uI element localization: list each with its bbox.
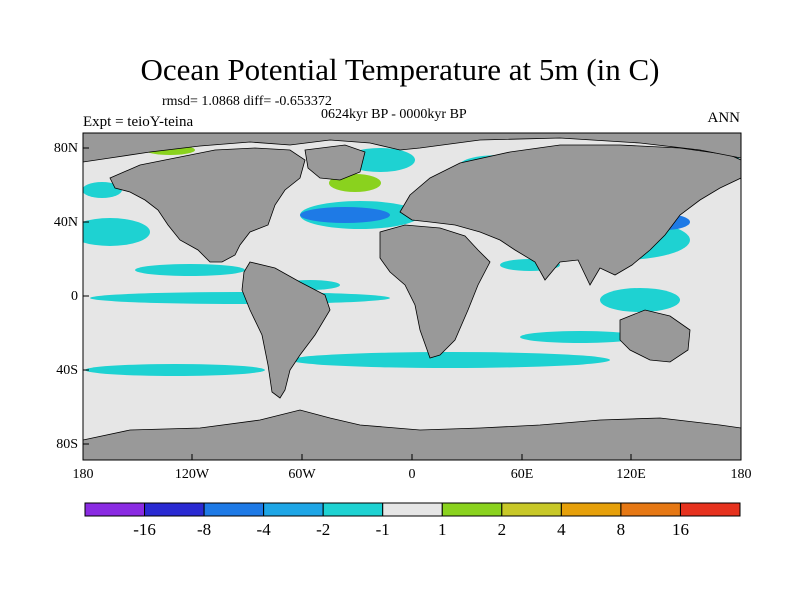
greenland (304, 144, 366, 181)
continents (83, 133, 741, 460)
map-title: Ocean Potential Temperature at 5m (in C) (140, 52, 660, 87)
colorbar (84, 502, 741, 517)
lon-tick-label: 120W (174, 467, 210, 482)
lat-tick-label: 40N (53, 215, 78, 230)
colorbar-label: 16 (671, 520, 689, 539)
colorbar-swatch (263, 502, 324, 517)
season-label: ANN (707, 110, 741, 126)
colorbar-label: -8 (196, 520, 212, 539)
australia (619, 309, 691, 363)
colorbar-swatch (441, 502, 503, 517)
lon-tick-label: 60W (288, 467, 316, 482)
colorbar-label: 4 (557, 520, 566, 539)
colorbar-label: -4 (256, 520, 271, 539)
colorbar-swatch (620, 502, 681, 517)
colorbar-label: 8 (616, 520, 626, 539)
south-america (241, 261, 331, 399)
eurasia (399, 144, 741, 286)
colorbar-label: -1 (375, 520, 390, 539)
time-period: 0624kyr BP - 0000kyr BP (321, 107, 467, 122)
antarctica (83, 409, 741, 460)
colorbar-label: 2 (497, 520, 507, 539)
colorbar-label: 1 (438, 520, 447, 539)
arctic-canopy (83, 133, 741, 163)
lat-tick-label: 0 (71, 289, 78, 304)
colorbar-swatch (203, 502, 265, 517)
lat-tick-label: 80N (53, 141, 78, 156)
colorbar-swatch (679, 502, 741, 517)
colorbar-label: -16 (133, 520, 156, 539)
colorbar-swatch (84, 502, 146, 517)
africa (379, 224, 491, 359)
colorbar-swatch (322, 502, 384, 517)
north-america (109, 147, 306, 263)
lon-tick-label: 180 (730, 467, 752, 482)
experiment-label: Expt = teioY-teina (83, 114, 194, 130)
lon-tick-label: 0 (408, 467, 416, 482)
lat-tick-label: 40S (56, 363, 78, 378)
colorbar-swatch (501, 502, 562, 517)
rmsd-stats: rmsd= 1.0868 diff= -0.653372 (162, 94, 332, 109)
lat-tick-label: 80S (56, 437, 78, 452)
colorbar-swatch (382, 502, 443, 517)
lon-tick-label: 120E (616, 467, 646, 482)
colorbar-swatch (144, 502, 205, 517)
axis-ticks (83, 147, 632, 460)
lon-tick-label: 180 (72, 467, 94, 482)
lon-tick-label: 60E (510, 467, 534, 482)
colorbar-label: -2 (316, 520, 331, 539)
colorbar-swatch (560, 502, 622, 517)
